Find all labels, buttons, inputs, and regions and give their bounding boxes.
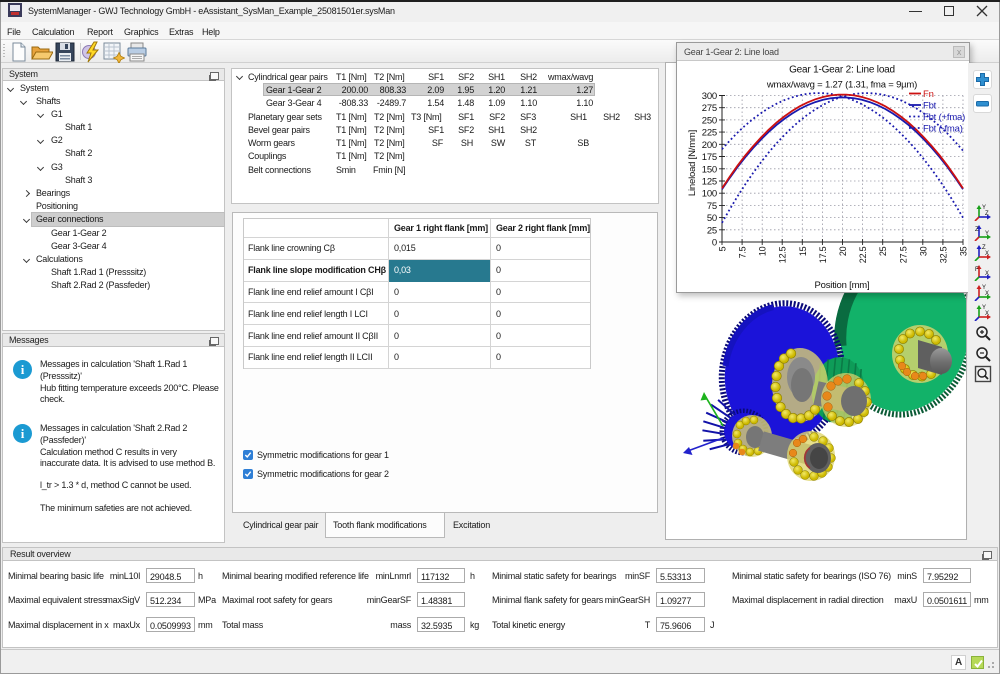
svg-text:25: 25	[878, 246, 888, 256]
svg-text:25: 25	[707, 225, 717, 236]
svg-text:Fbt (+fma): Fbt (+fma)	[923, 112, 965, 123]
svg-text:50: 50	[707, 213, 717, 224]
svg-text:10: 10	[758, 246, 768, 256]
svg-text:Gear 1-Gear 2: Line load: Gear 1-Gear 2: Line load	[789, 65, 895, 76]
svg-text:7.5: 7.5	[738, 246, 748, 258]
svg-text:17.5: 17.5	[818, 246, 828, 263]
svg-text:Position [mm]: Position [mm]	[815, 280, 870, 291]
svg-text:225: 225	[702, 128, 717, 139]
svg-text:15: 15	[798, 246, 808, 256]
svg-text:Y: Y	[982, 205, 986, 211]
svg-text:35: 35	[959, 246, 969, 256]
svg-text:Z: Z	[975, 227, 979, 233]
svg-text:175: 175	[702, 152, 717, 163]
svg-text:Fbt: Fbt	[923, 101, 937, 112]
svg-text:125: 125	[702, 177, 717, 188]
svg-text:Y: Y	[982, 285, 986, 291]
svg-text:F: F	[975, 267, 979, 273]
svg-text:Y: Y	[982, 305, 986, 311]
svg-text:X: X	[985, 291, 989, 297]
svg-text:300: 300	[702, 91, 717, 102]
svg-text:30: 30	[918, 246, 928, 256]
svg-text:Z: Z	[982, 245, 986, 251]
svg-text:32.5: 32.5	[938, 246, 948, 263]
svg-text:22.5: 22.5	[858, 246, 868, 263]
svg-text:Lineload [N/mm]: Lineload [N/mm]	[687, 130, 698, 196]
svg-text:Z: Z	[985, 211, 989, 217]
svg-text:75: 75	[707, 201, 717, 212]
svg-text:200: 200	[702, 140, 717, 151]
svg-text:X: X	[985, 271, 989, 277]
svg-text:Fn: Fn	[923, 89, 934, 100]
svg-text:275: 275	[702, 103, 717, 114]
svg-text:100: 100	[702, 189, 717, 200]
svg-text:150: 150	[702, 164, 717, 175]
svg-text:27.5: 27.5	[898, 246, 908, 263]
svg-text:wmax/wavg = 1.27 (1.31, fma =: wmax/wavg = 1.27 (1.31, fma = 9µm)	[766, 80, 917, 91]
svg-text:5: 5	[718, 246, 728, 251]
svg-text:12.5: 12.5	[778, 246, 788, 263]
svg-text:Y: Y	[985, 231, 989, 237]
svg-text:Fbt (-fma): Fbt (-fma)	[923, 124, 963, 135]
svg-text:X: X	[985, 251, 989, 257]
svg-text:250: 250	[702, 115, 717, 126]
svg-text:20: 20	[838, 246, 848, 256]
svg-text:0: 0	[712, 238, 717, 249]
svg-text:X: X	[985, 311, 989, 317]
